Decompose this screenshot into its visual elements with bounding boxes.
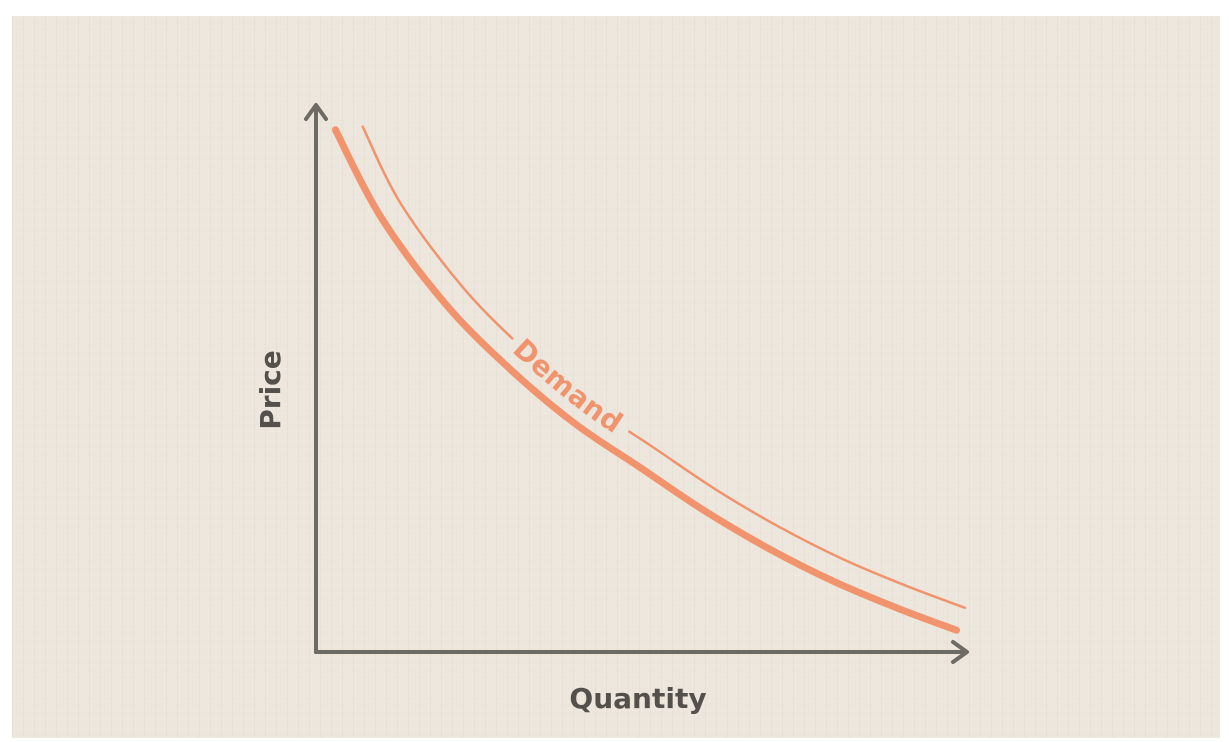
demand-curve-line — [331, 126, 961, 634]
x-axis-label: Quantity — [569, 682, 706, 715]
chart-background — [12, 16, 1220, 738]
series-layer — [331, 125, 967, 634]
x-axis-arrow-icon — [951, 640, 969, 664]
y-axis-arrow-icon — [304, 103, 328, 121]
y-axis-label: Price — [254, 350, 287, 430]
demand-label-guide-line — [361, 125, 967, 610]
axes — [304, 103, 969, 664]
